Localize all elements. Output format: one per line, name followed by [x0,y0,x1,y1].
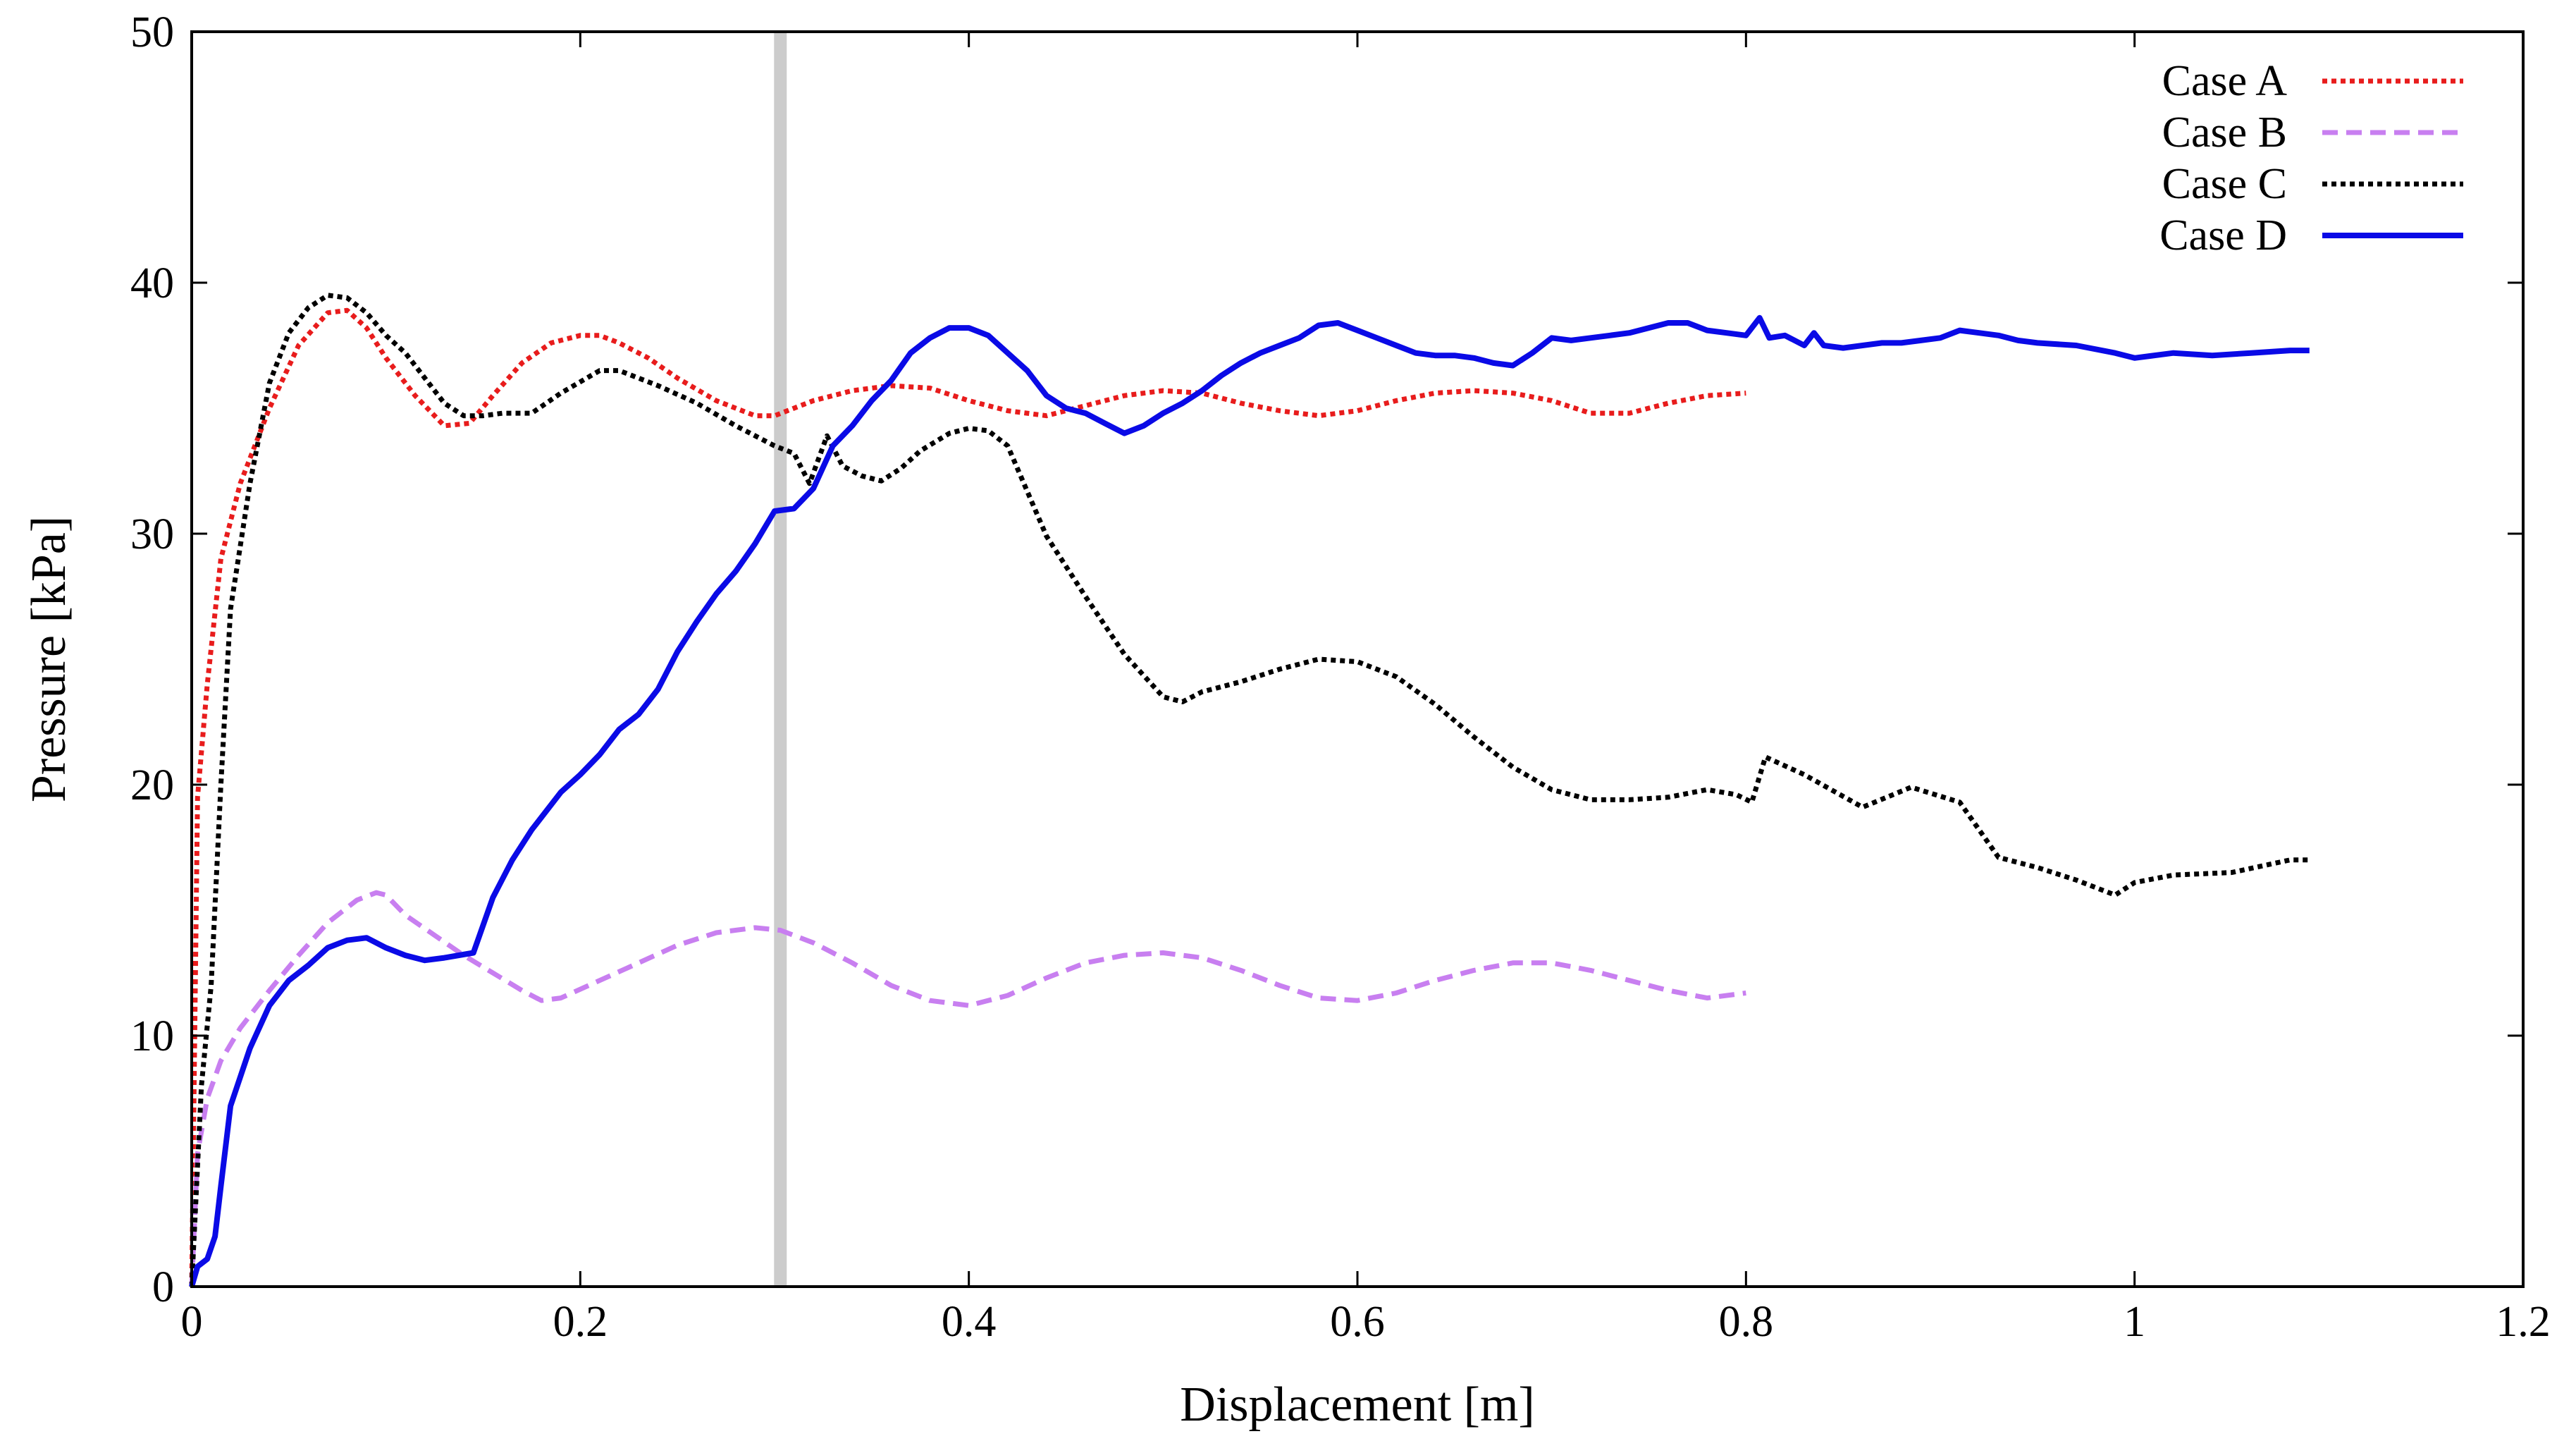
x-tick-label: 0.6 [1330,1298,1385,1346]
legend-label: Case B [2162,109,2287,157]
series-line-case-b [189,890,1746,1287]
y-tick-label: 50 [130,8,174,56]
legend-label: Case D [2159,211,2287,259]
series-line-case-a [189,307,1746,1287]
x-tick-label: 0.4 [942,1298,997,1346]
legend-label: Case A [2162,57,2288,105]
x-tick-label: 0 [181,1298,203,1346]
x-axis-label: Displacement [m] [1180,1378,1534,1432]
legend-label: Case C [2162,160,2287,208]
series-line-case-c [189,293,2310,1287]
series-line-case-d [189,314,2310,1288]
y-tick-label: 20 [130,761,174,809]
ticks-layer: 0 0.2 0.4 0.6 0.8 1 1.2 0 10 20 30 40 50 [130,8,2551,1346]
y-tick-label: 0 [152,1263,174,1311]
y-tick-label: 30 [130,510,174,558]
y-axis-label: Pressure [kPa] [22,516,76,802]
y-tick-label: 40 [130,259,174,307]
x-tick-label: 0.2 [553,1298,608,1346]
x-tick-label: 1 [2124,1298,2145,1346]
series-layer [189,293,2310,1288]
x-tick-label: 0.8 [1719,1298,1774,1346]
y-tick-label: 10 [130,1012,174,1060]
x-tick-label: 1.2 [2496,1298,2551,1346]
